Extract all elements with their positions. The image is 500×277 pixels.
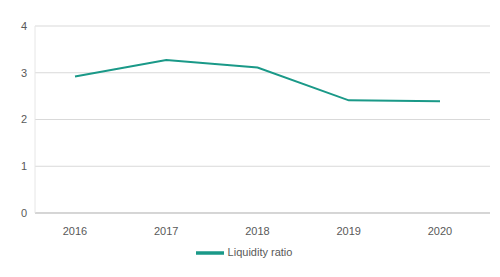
svg-text:3: 3 <box>21 67 27 79</box>
html-text:Liquidity ratio: Liquidity ratio <box>227 245 293 258</box>
svg-text:2016: 2016 <box>63 225 87 237</box>
svg-text:4: 4 <box>21 20 27 32</box>
svg-text:0: 0 <box>21 207 27 219</box>
svg-text:2017: 2017 <box>154 225 178 237</box>
svg-text:1: 1 <box>21 160 27 172</box>
svg-text:2019: 2019 <box>337 225 361 237</box>
svg-text:2020: 2020 <box>428 225 452 237</box>
svg-text:2: 2 <box>21 113 27 125</box>
svg-text:2018: 2018 <box>245 225 269 237</box>
